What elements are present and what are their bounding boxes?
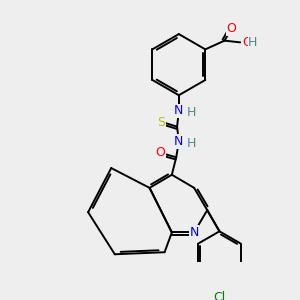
Text: N: N xyxy=(174,135,184,148)
Text: O: O xyxy=(242,36,252,49)
Text: H: H xyxy=(187,137,196,150)
Text: N: N xyxy=(189,226,199,239)
Text: H: H xyxy=(248,36,257,49)
Text: H: H xyxy=(187,106,196,119)
Text: O: O xyxy=(155,146,165,159)
Text: N: N xyxy=(174,104,184,118)
Text: S: S xyxy=(158,116,165,129)
Text: O: O xyxy=(226,22,236,35)
Text: Cl: Cl xyxy=(213,291,226,300)
